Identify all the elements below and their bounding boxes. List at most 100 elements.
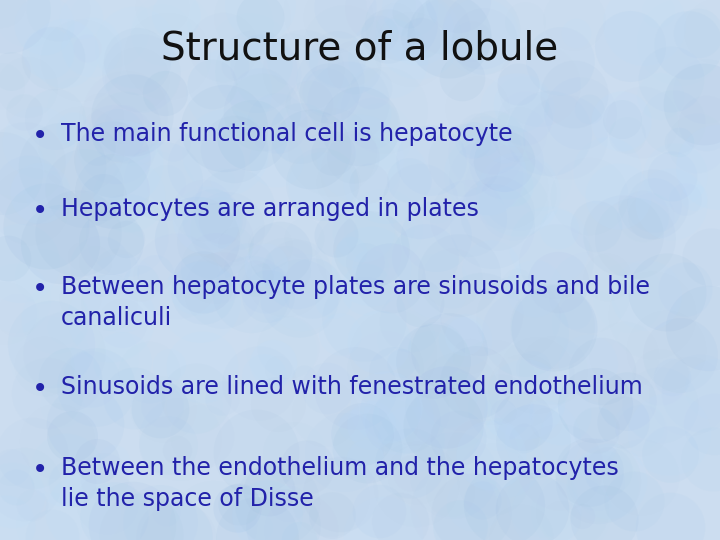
Point [342, 98, 354, 106]
Point [111, 267, 122, 276]
Point [51, 437, 63, 445]
Point [102, 499, 113, 508]
Point [353, 248, 364, 256]
Text: •: • [32, 122, 48, 150]
Text: •: • [32, 197, 48, 225]
Point [85, 374, 96, 383]
Point [363, 179, 374, 188]
Point [707, 455, 719, 464]
Point [303, 99, 315, 108]
Point [454, 387, 465, 395]
Point [362, 438, 374, 447]
Point [618, 352, 629, 361]
Point [105, 238, 117, 247]
Point [270, 156, 282, 164]
Point [34, 153, 45, 161]
Point [27, 448, 38, 457]
Point [652, 6, 664, 15]
Point [154, 518, 166, 526]
Point [275, 346, 287, 354]
Point [219, 148, 230, 157]
Point [703, 323, 714, 332]
Point [573, 433, 585, 441]
Point [576, 511, 588, 520]
Point [75, 145, 86, 154]
Point [420, 253, 431, 261]
Point [217, 215, 228, 224]
Point [172, 536, 184, 540]
Point [221, 225, 233, 234]
Point [514, 426, 526, 434]
Point [618, 231, 629, 240]
Point [264, 486, 275, 495]
Point [135, 531, 146, 539]
Point [507, 181, 518, 190]
Point [622, 293, 634, 302]
Point [540, 419, 552, 428]
Point [471, 104, 482, 112]
Point [373, 338, 384, 346]
Point [458, 156, 469, 165]
Point [459, 335, 470, 344]
Point [80, 420, 91, 428]
Point [216, 393, 228, 402]
Point [568, 15, 580, 24]
Point [91, 143, 102, 152]
Point [553, 278, 564, 287]
Point [595, 482, 607, 491]
Point [47, 531, 58, 540]
Point [247, 12, 258, 21]
Point [89, 258, 100, 266]
Point [3, 254, 14, 262]
Point [366, 118, 377, 127]
Point [302, 463, 313, 471]
Point [349, 384, 361, 393]
Point [162, 51, 174, 60]
Point [444, 31, 455, 40]
Point [559, 132, 571, 141]
Point [106, 155, 117, 164]
Point [130, 43, 141, 51]
Point [441, 403, 452, 411]
Point [436, 22, 448, 31]
Point [55, 240, 66, 248]
Point [444, 488, 456, 497]
Point [601, 167, 613, 176]
Point [24, 202, 35, 211]
Point [191, 235, 202, 244]
Point [114, 289, 126, 298]
Point [218, 123, 230, 132]
Point [699, 87, 711, 96]
Point [81, 44, 93, 52]
Point [446, 274, 458, 282]
Point [6, 66, 17, 75]
Point [143, 367, 155, 376]
Point [315, 181, 326, 190]
Point [384, 405, 396, 414]
Point [596, 367, 608, 376]
Point [0, 521, 10, 529]
Point [392, 415, 403, 423]
Point [520, 18, 531, 26]
Point [583, 105, 595, 114]
Point [189, 402, 200, 410]
Point [261, 511, 273, 519]
Point [155, 405, 166, 414]
Point [500, 183, 512, 192]
Point [666, 200, 678, 208]
Point [156, 401, 168, 410]
Point [448, 505, 459, 514]
Point [120, 109, 131, 117]
Point [339, 3, 351, 11]
Point [373, 507, 384, 516]
Point [487, 378, 498, 387]
Point [553, 225, 564, 233]
Point [491, 208, 503, 217]
Point [324, 75, 336, 84]
Point [444, 347, 455, 355]
Point [127, 111, 138, 119]
Point [94, 262, 106, 271]
Point [296, 287, 307, 296]
Point [354, 169, 366, 178]
Point [548, 366, 559, 375]
